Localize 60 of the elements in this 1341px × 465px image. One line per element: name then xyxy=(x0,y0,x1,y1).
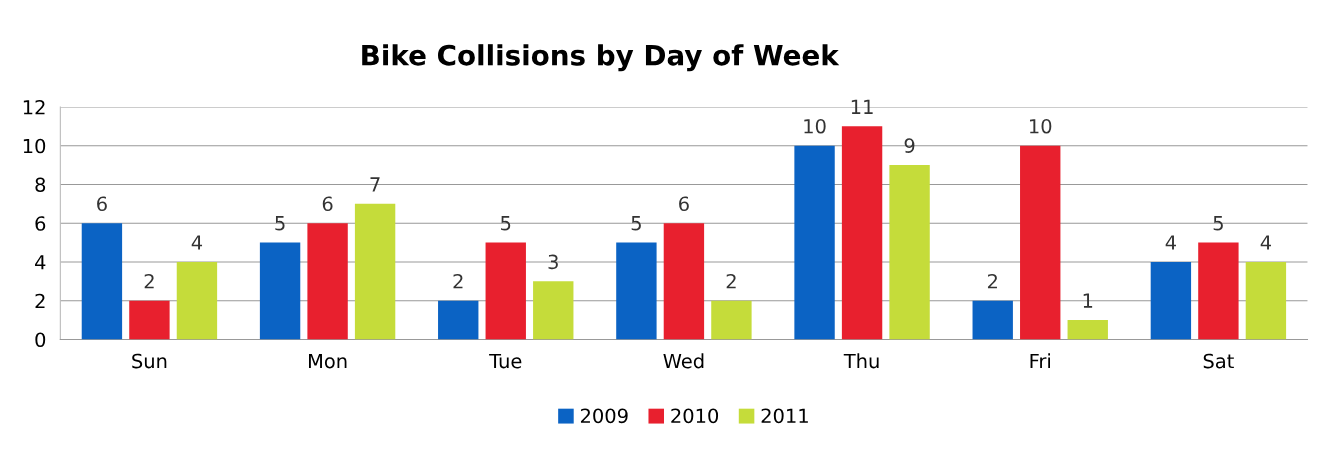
bar xyxy=(1198,242,1239,340)
bar xyxy=(259,242,301,340)
bar xyxy=(889,165,930,340)
data-label: 2 xyxy=(144,273,154,289)
bar xyxy=(307,223,348,340)
data-label: 1 xyxy=(1083,293,1093,308)
y-tick-label: 2 xyxy=(35,293,45,309)
x-tick-label: Sat xyxy=(1203,353,1234,369)
bar xyxy=(1245,261,1287,340)
bar xyxy=(81,223,123,340)
y-tick-label: 10 xyxy=(23,138,46,154)
x-tick-label: Sun xyxy=(132,353,167,369)
bar xyxy=(533,281,574,340)
x-tick-label: Fri xyxy=(1030,353,1050,369)
bar xyxy=(663,223,705,340)
data-label: 2 xyxy=(987,273,997,289)
bar xyxy=(972,300,1013,340)
x-tick-label: Thu xyxy=(843,353,879,369)
data-label: 4 xyxy=(191,235,203,250)
legend-label: 2009 xyxy=(580,408,628,424)
data-label: 2 xyxy=(453,273,463,289)
data-label: 6 xyxy=(679,196,689,212)
y-tick-label: 12 xyxy=(23,99,45,115)
bar xyxy=(711,300,752,340)
data-label: 5 xyxy=(275,216,285,231)
x-tick-label: Mon xyxy=(309,353,347,369)
data-label: 4 xyxy=(1165,235,1176,250)
bar xyxy=(176,261,218,340)
bar xyxy=(841,126,883,340)
bar xyxy=(1150,261,1192,340)
data-label: 7 xyxy=(370,177,380,192)
data-label: 5 xyxy=(1213,216,1223,231)
y-tick-label: 6 xyxy=(35,216,46,231)
x-tick-label: Wed xyxy=(663,353,704,369)
data-label: 5 xyxy=(501,216,511,231)
data-label: 2 xyxy=(726,273,736,289)
bar xyxy=(354,203,396,340)
data-label: 4 xyxy=(1260,235,1271,250)
data-label: 6 xyxy=(322,196,333,212)
legend-label: 2011 xyxy=(761,408,808,424)
bar xyxy=(1020,145,1061,340)
chart-title: Bike Collisions by Day of Week xyxy=(362,44,840,72)
data-label: 9 xyxy=(904,138,915,153)
bar xyxy=(1067,320,1108,340)
data-label: 5 xyxy=(631,216,641,231)
data-label: 10 xyxy=(804,118,826,134)
data-label: 10 xyxy=(1030,118,1052,134)
bar xyxy=(129,300,170,340)
bar xyxy=(616,242,657,340)
data-label: 3 xyxy=(548,254,558,270)
x-tick-label: Tue xyxy=(489,353,522,369)
bar xyxy=(794,145,835,340)
data-label: 6 xyxy=(97,196,107,212)
legend-label: 2010 xyxy=(671,408,719,424)
y-tick-label: 0 xyxy=(35,332,46,348)
data-label: 11 xyxy=(851,99,873,114)
bar xyxy=(485,242,526,340)
y-tick-label: 8 xyxy=(35,177,46,193)
y-tick-label: 4 xyxy=(35,255,46,270)
bar xyxy=(438,300,479,340)
